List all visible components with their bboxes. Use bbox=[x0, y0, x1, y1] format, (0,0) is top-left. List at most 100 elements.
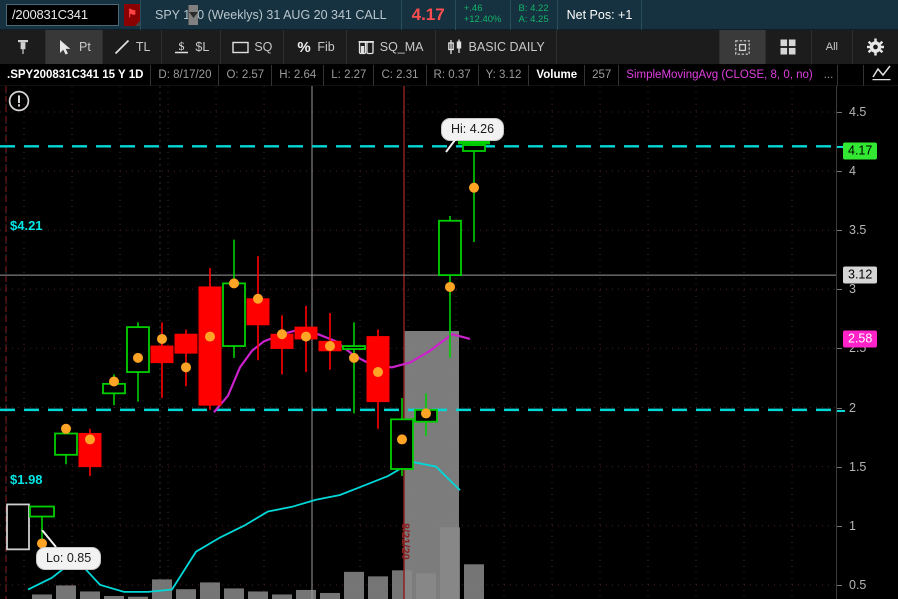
symbol-dropdown-button[interactable] bbox=[188, 4, 198, 25]
info-study-sma[interactable]: SimpleMovingAvg (CLOSE, 8, 0, no) bbox=[626, 69, 813, 81]
symbol-input-wrap[interactable] bbox=[6, 3, 198, 26]
sqma-tool-label: SQ_MA bbox=[379, 40, 424, 54]
sma-value-badge[interactable]: 2.58 bbox=[843, 330, 878, 348]
trendline-tool-label: TL bbox=[135, 40, 151, 54]
flask-icon bbox=[358, 39, 375, 56]
price-change: +.46 +12.40% bbox=[456, 2, 510, 26]
single-pane-layout-button[interactable] bbox=[719, 30, 766, 64]
axis-level-tick bbox=[837, 409, 845, 412]
contract-description: SPY 100 (Weeklys) 31 AUG 20 341 CALL bbox=[155, 7, 387, 22]
bid-ask: B: 4.22 A: 4.25 bbox=[511, 2, 557, 26]
chart-canvas bbox=[0, 86, 836, 599]
gear-icon bbox=[867, 38, 884, 56]
axis-level-tick bbox=[837, 146, 845, 149]
single-pane-icon bbox=[734, 39, 751, 56]
net-position: Net Pos: +1 bbox=[566, 7, 633, 22]
sqma-tool-button[interactable]: SQ_MA bbox=[347, 30, 436, 64]
info-volume-label: Volume bbox=[529, 64, 586, 86]
all-layout-label: All bbox=[825, 41, 838, 53]
high-bubble-tail bbox=[445, 136, 460, 153]
info-range: R: 0.37 bbox=[427, 64, 479, 86]
grid-four-icon bbox=[780, 39, 797, 56]
change-percent: +12.40% bbox=[463, 13, 502, 25]
level-line-lower-label: $1.98 bbox=[10, 472, 43, 487]
level-line-upper-label: $4.21 bbox=[10, 218, 43, 233]
axis-tick bbox=[837, 407, 842, 409]
divider bbox=[454, 0, 456, 30]
svg-text:%: % bbox=[297, 39, 310, 55]
rectangle-tool-button[interactable]: SQ bbox=[221, 30, 285, 64]
chart-info-bar: .SPY200831C341 15 Y 1D D: 8/17/20 O: 2.5… bbox=[0, 64, 898, 86]
rectangle-icon bbox=[232, 39, 250, 56]
divider bbox=[641, 0, 643, 30]
chevron-down-icon bbox=[189, 11, 198, 18]
axis-label: 2 bbox=[849, 400, 856, 415]
chart-style-label: BASIC DAILY bbox=[468, 40, 545, 54]
trendline-tool-button[interactable]: TL bbox=[103, 30, 163, 64]
info-symbol-timeframe[interactable]: .SPY200831C341 15 Y 1D bbox=[0, 64, 152, 86]
axis-label: 3 bbox=[849, 282, 856, 297]
info-open: O: 2.57 bbox=[219, 64, 273, 86]
last-price: 4.17 bbox=[411, 4, 445, 24]
exclamation-circle-icon[interactable] bbox=[8, 90, 30, 117]
symbol-input[interactable] bbox=[7, 7, 188, 22]
toolbar-spacer bbox=[557, 30, 720, 64]
bid-value: B: 4.22 bbox=[518, 2, 549, 14]
info-y-position: Y: 3.12 bbox=[479, 64, 530, 86]
axis-tick bbox=[837, 112, 842, 113]
last-price-badge[interactable]: 4.17 bbox=[843, 142, 878, 160]
low-marker-bubble: Lo: 0.85 bbox=[36, 547, 102, 570]
axis-tick bbox=[837, 348, 842, 350]
divider bbox=[400, 0, 402, 30]
priceline-tool-button[interactable]: $ $L bbox=[162, 30, 222, 64]
ask-value: A: 4.25 bbox=[518, 13, 549, 25]
percent-icon: % bbox=[295, 39, 312, 56]
pin-icon bbox=[14, 39, 31, 56]
pin-tool-button[interactable] bbox=[0, 30, 46, 64]
axis-label: 0.5 bbox=[849, 577, 867, 592]
axis-tick bbox=[837, 466, 842, 468]
axis-tick bbox=[837, 230, 842, 232]
fibonacci-tool-label: Fib bbox=[317, 40, 335, 54]
crosshair-price-badge[interactable]: 3.12 bbox=[843, 266, 878, 284]
drawing-toolbar: Pt TL $ $L bbox=[0, 30, 898, 65]
info-date: D: 8/17/20 bbox=[151, 64, 220, 86]
flag-icon: ⚑ bbox=[127, 8, 137, 20]
axis-label: 4 bbox=[849, 164, 856, 179]
info-volume-value: 257 bbox=[585, 64, 620, 86]
low-bubble-tail bbox=[41, 530, 57, 548]
axis-label: 4.5 bbox=[849, 105, 867, 119]
fibonacci-tool-button[interactable]: % Fib bbox=[284, 30, 347, 64]
info-close: C: 2.31 bbox=[374, 64, 427, 86]
axis-label: 3.5 bbox=[849, 223, 867, 238]
grid-layout-button[interactable] bbox=[766, 30, 812, 64]
axis-label: 1.5 bbox=[849, 459, 867, 474]
candle-icon bbox=[447, 39, 464, 56]
priceline-tool-label: $L bbox=[195, 40, 210, 54]
pointer-tool-button[interactable]: Pt bbox=[46, 30, 103, 64]
axis-tick bbox=[837, 289, 842, 291]
symbol-title-bar: ⚑ SPY 100 (Weeklys) 31 AUG 20 341 CALL 4… bbox=[0, 0, 898, 30]
price-chart-pane[interactable]: $4.21 $1.98 8/21/20 Hi: 4.26 Lo: 0.85 bbox=[0, 86, 836, 599]
line-chart-icon bbox=[871, 64, 891, 86]
cursor-icon bbox=[57, 39, 74, 56]
axis-tick bbox=[837, 525, 842, 527]
all-layout-button[interactable]: All bbox=[812, 30, 853, 64]
infobar-spacer bbox=[838, 64, 864, 86]
change-absolute: +.46 bbox=[463, 2, 483, 14]
alert-flag-button[interactable]: ⚑ bbox=[124, 3, 140, 26]
price-axis[interactable]: 0.5 1 1.5 2 2.5 3 3.5 4 4.5 4.17 3.12 2.58 bbox=[836, 86, 898, 599]
rectangle-tool-label: SQ bbox=[254, 40, 273, 54]
settings-button[interactable] bbox=[853, 30, 898, 64]
chart-type-button[interactable] bbox=[864, 65, 898, 86]
info-overflow-button[interactable]: ... bbox=[820, 64, 839, 86]
event-date-label: 8/21/20 bbox=[399, 523, 411, 560]
axis-tick bbox=[837, 171, 842, 173]
dollar-line-icon: $ bbox=[173, 39, 190, 56]
svg-text:$: $ bbox=[179, 39, 185, 53]
axis-tick bbox=[837, 584, 842, 586]
chart-style-button[interactable]: BASIC DAILY bbox=[436, 30, 557, 64]
divider bbox=[556, 0, 558, 30]
info-high: H: 2.64 bbox=[272, 64, 325, 86]
